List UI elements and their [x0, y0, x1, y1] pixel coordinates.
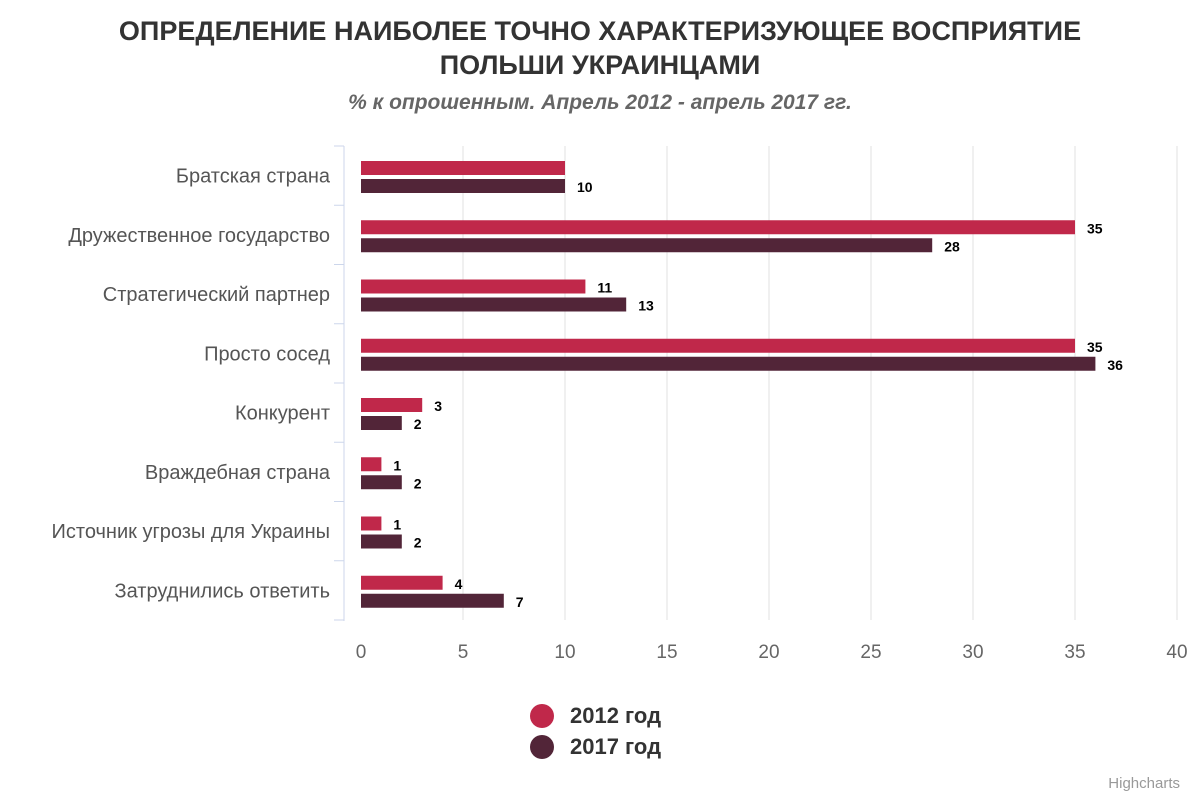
- data-label: 35: [1087, 339, 1103, 355]
- bar-2017: [361, 238, 933, 253]
- data-label: 2: [414, 475, 422, 491]
- bar-2012: [361, 398, 423, 412]
- data-label: 35: [1087, 220, 1103, 236]
- x-tick-label: 30: [962, 642, 983, 663]
- data-label: 4: [455, 576, 463, 592]
- data-label: 11: [597, 280, 612, 296]
- chart-subtitle: % к опрошенным. Апрель 2012 - апрель 201…: [348, 91, 852, 114]
- bar-2012: [361, 338, 1075, 353]
- data-label: 1: [393, 457, 401, 473]
- bar-2017: [361, 356, 1096, 371]
- data-label: 28: [944, 238, 960, 254]
- chart-title-line-2: ПОЛЬШИ УКРАИНЦАМИ: [439, 50, 761, 80]
- data-label: 1: [393, 517, 401, 533]
- x-tick-label: 10: [554, 642, 575, 663]
- category-label: Дружественное государство: [68, 225, 330, 247]
- bar-2017: [361, 179, 565, 193]
- category-label: Конкурент: [235, 403, 330, 425]
- bar-2017: [361, 416, 402, 430]
- bar-2012: [361, 161, 565, 175]
- bar-2012: [361, 575, 443, 590]
- data-label: 13: [638, 298, 654, 314]
- legend-item-2017[interactable]: 2017 год: [530, 731, 661, 762]
- bar-2017: [361, 475, 402, 490]
- bar-2017: [361, 593, 504, 608]
- category-label: Просто сосед: [204, 343, 330, 365]
- data-label: 2: [414, 535, 422, 551]
- bar-2012: [361, 279, 586, 294]
- data-label: 10: [577, 179, 593, 195]
- x-tick-label: 20: [758, 642, 779, 663]
- bar-2017: [361, 297, 627, 312]
- category-label: Источник угрозы для Украины: [52, 521, 330, 543]
- data-label: 36: [1107, 357, 1123, 373]
- category-label: Стратегический партнер: [103, 284, 330, 306]
- category-label: Затруднились ответить: [115, 580, 330, 602]
- data-label: 7: [516, 594, 524, 610]
- data-label: 3: [434, 398, 442, 414]
- x-tick-label: 40: [1166, 642, 1187, 663]
- legend-label-2017: 2017 год: [570, 733, 662, 759]
- x-tick-label: 15: [656, 642, 677, 663]
- x-tick-label: 35: [1064, 642, 1085, 663]
- chart-legend: 2012 год 2017 год: [530, 700, 661, 762]
- category-label: Братская страна: [176, 166, 331, 188]
- bar-2012: [361, 457, 382, 472]
- bar-2012: [361, 516, 382, 531]
- legend-marker-2017: [530, 734, 554, 759]
- credits-link[interactable]: Highcharts: [1108, 775, 1180, 792]
- legend-label-2012: 2012 год: [570, 702, 662, 728]
- bar-2017: [361, 534, 402, 549]
- data-label: 2: [414, 416, 422, 432]
- x-tick-label: 5: [458, 642, 469, 663]
- legend-marker-2012: [530, 703, 554, 728]
- x-tick-label: 25: [860, 642, 881, 663]
- legend-item-2012[interactable]: 2012 год: [530, 700, 661, 731]
- chart-title: ОПРЕДЕЛЕНИЕ НАИБОЛЕЕ ТОЧНО ХАРАКТЕРИЗУЮЩ…: [0, 14, 1200, 82]
- x-tick-label: 0: [356, 642, 367, 663]
- chart-title-line-1: ОПРЕДЕЛЕНИЕ НАИБОЛЕЕ ТОЧНО ХАРАКТЕРИЗУЮЩ…: [118, 16, 1082, 46]
- bar-2012: [361, 220, 1075, 235]
- category-label: Враждебная страна: [145, 462, 331, 484]
